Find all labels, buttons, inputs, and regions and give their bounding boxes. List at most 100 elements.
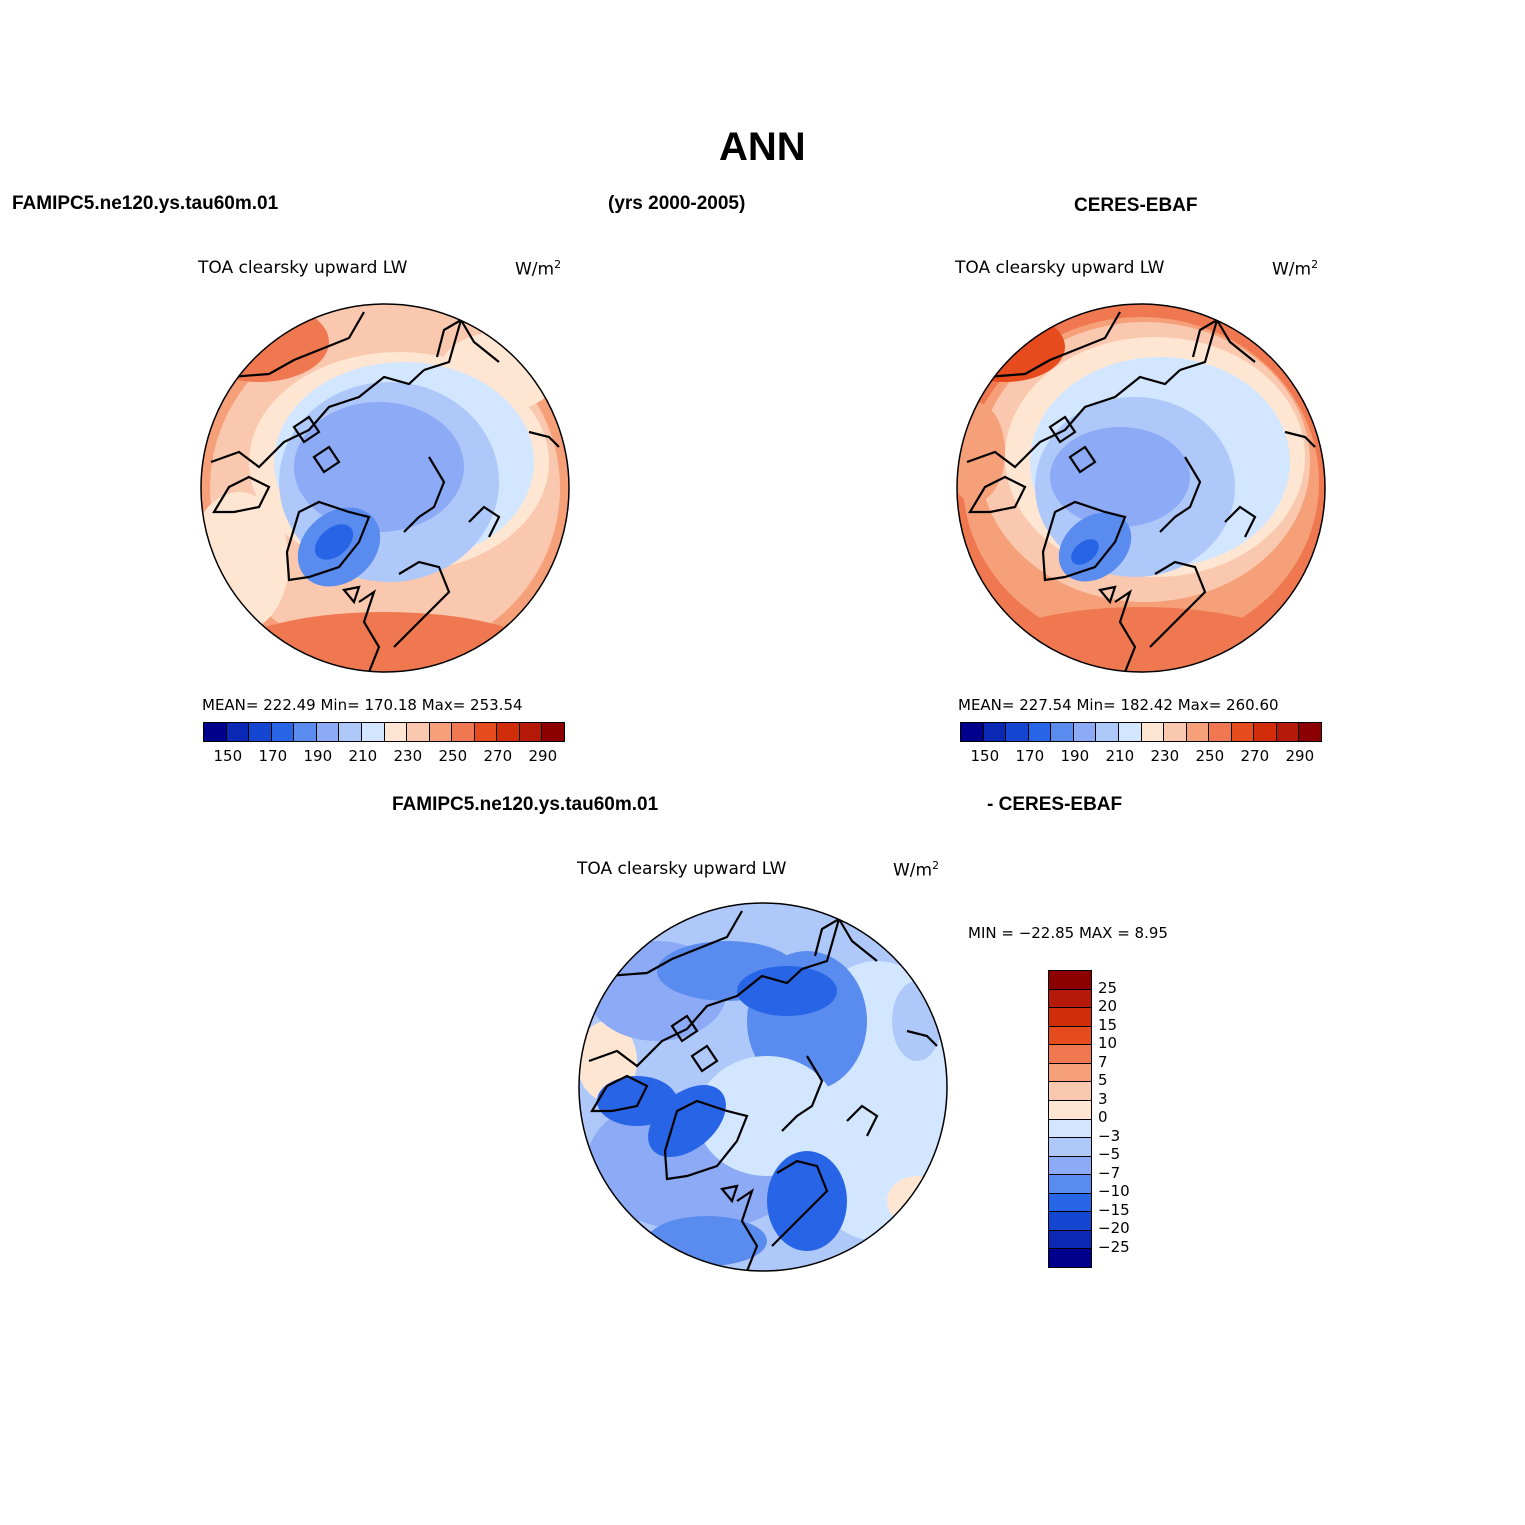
colorbar-swatch (1254, 723, 1277, 741)
panel3-variable: TOA clearsky upward LW (577, 859, 787, 879)
colorbar-swatch (1209, 723, 1232, 741)
panel3-stats: MIN = −22.85 MAX = 8.95 (968, 924, 1168, 942)
colorbar-swatch (983, 723, 1007, 741)
diff-case-header: FAMIPC5.ne120.ys.tau60m.01 (392, 794, 659, 815)
colorbar-tick-label: −7 (1098, 1163, 1121, 1182)
panel1-units-base: W/m (515, 259, 555, 280)
panel2-colorbar (960, 722, 1322, 742)
panel3-units-base: W/m (893, 860, 933, 881)
obs-name-header: CERES-EBAF (1074, 195, 1198, 216)
colorbar-swatch (1028, 723, 1052, 741)
colorbar-tick-label: 270 (483, 747, 513, 765)
colorbar-swatch (1049, 1119, 1091, 1139)
panel2-polar-map (956, 303, 1326, 673)
colorbar-swatch (542, 723, 564, 741)
colorbar-swatch (1049, 1082, 1091, 1101)
panel2-units: W/m2 (1272, 258, 1318, 280)
colorbar-swatch (1049, 1175, 1091, 1194)
colorbar-swatch (361, 723, 385, 741)
colorbar-swatch (1141, 723, 1165, 741)
colorbar-tick-label: 7 (1098, 1052, 1108, 1071)
colorbar-tick-label: 230 (393, 747, 423, 765)
colorbar-tick-label: 170 (1015, 747, 1045, 765)
colorbar-swatch (1049, 1156, 1091, 1176)
colorbar-swatch (384, 723, 408, 741)
colorbar-swatch (429, 723, 453, 741)
diff-colorbar (1048, 970, 1092, 1268)
colorbar-swatch (452, 723, 475, 741)
colorbar-tick-label: 230 (1150, 747, 1180, 765)
colorbar-swatch (1006, 723, 1029, 741)
diff-colorbar-labels: 25 20 15 10 7 5 3 0 −3 −5 −7 −10 −15 −20 −25 (1098, 970, 1158, 1266)
colorbar-swatch (271, 723, 295, 741)
colorbar-swatch (316, 723, 340, 741)
colorbar-swatch (1049, 1212, 1091, 1231)
colorbar-swatch (1049, 1230, 1091, 1250)
panel1-units-exp: 2 (554, 258, 562, 271)
colorbar-swatch (519, 723, 543, 741)
colorbar-tick-label: −3 (1098, 1126, 1121, 1145)
colorbar-swatch (1299, 723, 1321, 741)
colorbar-tick-label: −15 (1098, 1200, 1130, 1219)
years-header: (yrs 2000-2005) (608, 193, 746, 214)
colorbar-swatch (1049, 1008, 1091, 1027)
colorbar-swatch (226, 723, 250, 741)
panel2-colorbar-labels: 150 170 190 210 230 250 270 290 (960, 747, 1320, 767)
colorbar-swatch (1049, 1100, 1091, 1120)
colorbar-tick-label: 20 (1098, 997, 1118, 1015)
colorbar-tick-label: 250 (438, 747, 468, 765)
colorbar-tick-label: 290 (1285, 747, 1315, 765)
panel2-units-exp: 2 (1311, 258, 1319, 271)
panel2-variable: TOA clearsky upward LW (955, 258, 1165, 278)
panel1-units: W/m2 (515, 258, 561, 280)
colorbar-tick-label: 190 (1060, 747, 1090, 765)
colorbar-swatch (1049, 1063, 1091, 1083)
colorbar-tick-label: 150 (213, 747, 243, 765)
colorbar-swatch (339, 723, 362, 741)
colorbar-swatch (474, 723, 498, 741)
colorbar-tick-label: 210 (1105, 747, 1135, 765)
colorbar-tick-label: −5 (1098, 1145, 1121, 1163)
colorbar-swatch (1118, 723, 1142, 741)
panel2-stats: MEAN= 227.54 Min= 182.42 Max= 260.60 (958, 696, 1279, 714)
colorbar-swatch (1049, 989, 1091, 1009)
colorbar-swatch (1049, 1026, 1091, 1046)
colorbar-swatch (1096, 723, 1119, 741)
colorbar-swatch (1073, 723, 1097, 741)
colorbar-tick-label: 210 (348, 747, 378, 765)
panel2-units-base: W/m (1272, 259, 1312, 280)
colorbar-tick-label: 170 (258, 747, 288, 765)
colorbar-swatch (1049, 1045, 1091, 1064)
panel3-units: W/m2 (893, 859, 939, 881)
colorbar-swatch (1051, 723, 1074, 741)
panel1-colorbar (203, 722, 565, 742)
colorbar-tick-label: 5 (1098, 1071, 1108, 1089)
case-name-header: FAMIPC5.ne120.ys.tau60m.01 (12, 193, 279, 214)
colorbar-swatch (1231, 723, 1255, 741)
colorbar-swatch (407, 723, 430, 741)
colorbar-tick-label: 270 (1240, 747, 1270, 765)
colorbar-swatch (1276, 723, 1300, 741)
colorbar-swatch (1049, 971, 1091, 990)
panel1-colorbar-labels: 150 170 190 210 230 250 270 290 (203, 747, 563, 767)
panel1-polar-map (200, 303, 570, 673)
colorbar-tick-label: 10 (1098, 1034, 1118, 1052)
colorbar-tick-label: 250 (1195, 747, 1225, 765)
panel3-units-exp: 2 (932, 859, 940, 872)
panel1-variable: TOA clearsky upward LW (198, 258, 408, 278)
colorbar-tick-label: 150 (970, 747, 1000, 765)
colorbar-swatch (1186, 723, 1210, 741)
diff-obs-header: - CERES-EBAF (987, 794, 1123, 815)
colorbar-swatch (249, 723, 272, 741)
colorbar-swatch (1049, 1193, 1091, 1213)
colorbar-swatch (294, 723, 317, 741)
colorbar-tick-label: 190 (303, 747, 333, 765)
colorbar-tick-label: −10 (1098, 1182, 1130, 1200)
panel3-polar-map (578, 902, 948, 1272)
main-title: ANN (719, 125, 806, 169)
colorbar-swatch (1164, 723, 1187, 741)
colorbar-swatch (961, 723, 984, 741)
colorbar-tick-label: −20 (1098, 1219, 1130, 1237)
colorbar-swatch (1049, 1138, 1091, 1157)
colorbar-swatch (1049, 1249, 1091, 1267)
